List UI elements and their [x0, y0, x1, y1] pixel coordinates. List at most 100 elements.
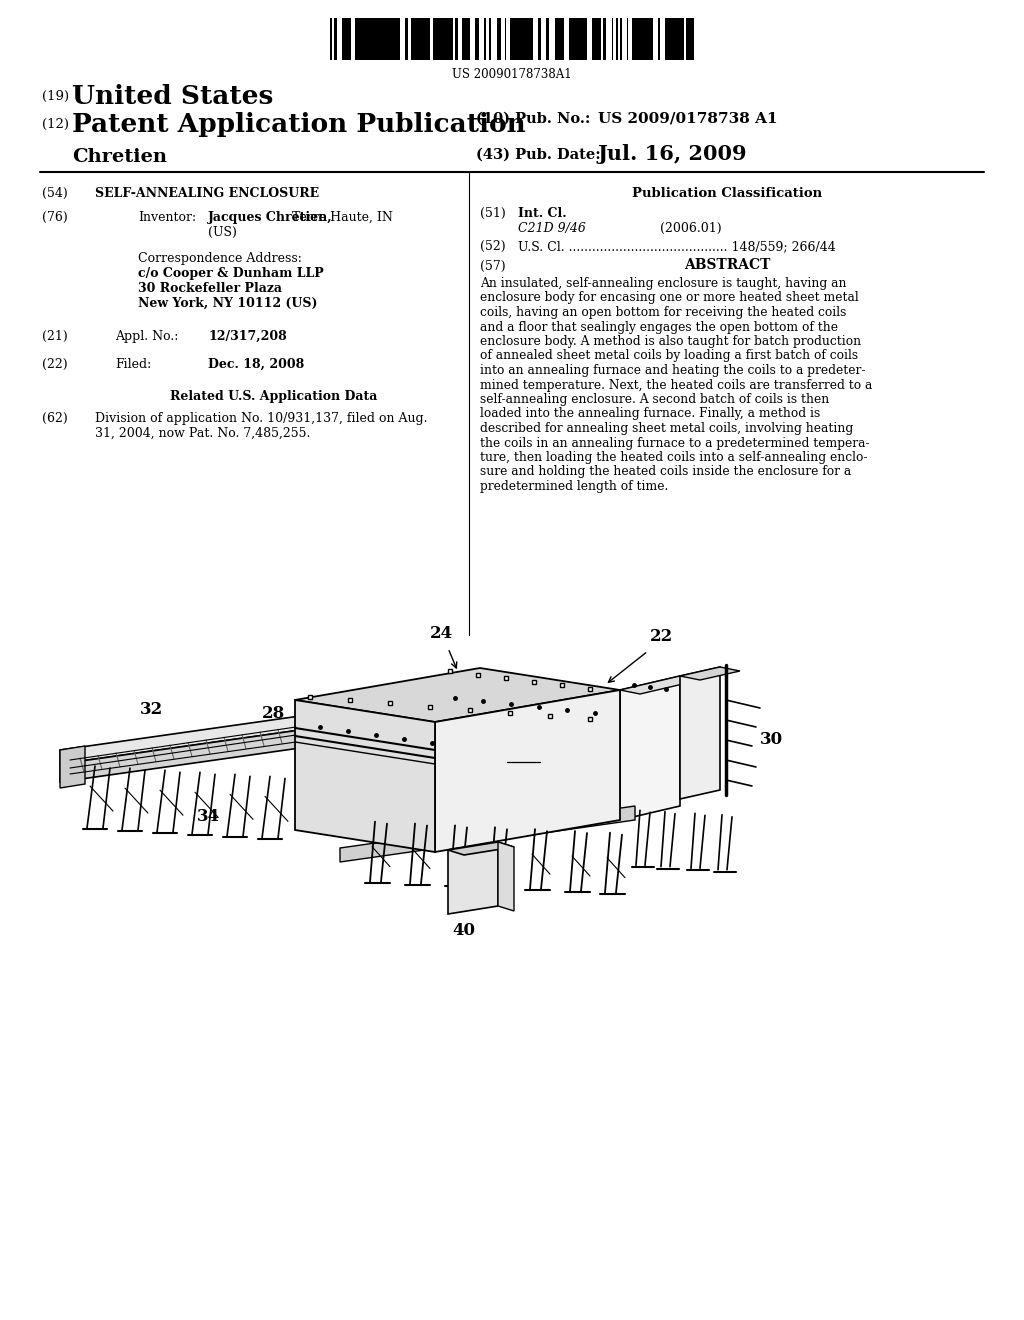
Text: 30 Rockefeller Plaza: 30 Rockefeller Plaza	[138, 282, 282, 294]
Text: coils, having an open bottom for receiving the heated coils: coils, having an open bottom for receivi…	[480, 306, 847, 319]
Text: Int. Cl.: Int. Cl.	[518, 207, 566, 220]
Bar	[601, 18, 603, 59]
Bar	[629, 18, 633, 59]
Text: (52): (52)	[480, 240, 506, 253]
Text: SELF-ANNEALING ENCLOSURE: SELF-ANNEALING ENCLOSURE	[95, 187, 319, 201]
Text: Correspondence Address:: Correspondence Address:	[138, 252, 302, 265]
Text: (62): (62)	[42, 412, 68, 425]
Text: Jacques Chretien,: Jacques Chretien,	[208, 211, 333, 224]
Bar	[478, 18, 484, 59]
Polygon shape	[680, 667, 720, 799]
Polygon shape	[60, 730, 300, 781]
Bar	[532, 18, 538, 59]
Bar	[501, 18, 505, 59]
Bar	[490, 18, 497, 59]
Text: c/o Cooper & Dunham LLP: c/o Cooper & Dunham LLP	[138, 267, 324, 280]
Polygon shape	[340, 807, 635, 862]
Text: Terre Haute, IN: Terre Haute, IN	[208, 211, 393, 224]
Text: into an annealing furnace and heating the coils to a predeter-: into an annealing furnace and heating th…	[480, 364, 865, 378]
Bar	[684, 18, 686, 59]
Text: Dec. 18, 2008: Dec. 18, 2008	[208, 358, 304, 371]
Bar	[351, 18, 355, 59]
Text: US 20090178738A1: US 20090178738A1	[453, 69, 571, 81]
Polygon shape	[498, 842, 514, 911]
Bar	[458, 18, 462, 59]
Text: described for annealing sheet metal coils, involving heating: described for annealing sheet metal coil…	[480, 422, 853, 436]
Text: 31, 2004, now Pat. No. 7,485,255.: 31, 2004, now Pat. No. 7,485,255.	[95, 426, 310, 440]
Bar	[623, 18, 628, 59]
Text: (57): (57)	[480, 260, 506, 273]
Bar	[606, 18, 611, 59]
Text: predetermined length of time.: predetermined length of time.	[480, 480, 669, 492]
Text: enclosure body. A method is also taught for batch production: enclosure body. A method is also taught …	[480, 335, 861, 348]
Text: An insulated, self-annealing enclosure is taught, having an: An insulated, self-annealing enclosure i…	[480, 277, 847, 290]
Text: loaded into the annealing furnace. Finally, a method is: loaded into the annealing furnace. Final…	[480, 408, 820, 421]
Text: 34: 34	[197, 808, 219, 825]
Text: C21D 9/46: C21D 9/46	[518, 222, 586, 235]
Bar	[400, 18, 406, 59]
Bar	[613, 18, 616, 59]
Bar	[659, 18, 665, 59]
Text: US 2009/0178738 A1: US 2009/0178738 A1	[598, 112, 777, 125]
Text: Inventor:: Inventor:	[138, 211, 197, 224]
Polygon shape	[620, 676, 680, 820]
Text: of annealed sheet metal coils by loading a first batch of coils: of annealed sheet metal coils by loading…	[480, 350, 858, 363]
Text: and a floor that sealingly engages the open bottom of the: and a floor that sealingly engages the o…	[480, 321, 838, 334]
Bar	[470, 18, 475, 59]
Text: the coils in an annealing furnace to a predetermined tempera-: the coils in an annealing furnace to a p…	[480, 437, 869, 450]
Polygon shape	[680, 667, 740, 680]
Text: Division of application No. 10/931,137, filed on Aug.: Division of application No. 10/931,137, …	[95, 412, 427, 425]
Text: mined temperature. Next, the heated coils are transferred to a: mined temperature. Next, the heated coil…	[480, 379, 872, 392]
Bar	[330, 18, 694, 59]
Polygon shape	[60, 746, 85, 788]
Polygon shape	[295, 700, 435, 851]
Text: (51): (51)	[480, 207, 506, 220]
Bar	[653, 18, 658, 59]
Text: Jul. 16, 2009: Jul. 16, 2009	[598, 144, 748, 164]
Bar	[332, 18, 334, 59]
Text: U.S. Cl. ......................................... 148/559; 266/44: U.S. Cl. ...............................…	[518, 240, 836, 253]
Text: 24: 24	[430, 624, 454, 642]
Text: Chretien: Chretien	[72, 148, 167, 166]
Polygon shape	[295, 668, 620, 722]
Text: 30: 30	[760, 731, 783, 748]
Text: Related U.S. Application Data: Related U.S. Application Data	[170, 389, 378, 403]
Text: 28: 28	[262, 705, 285, 722]
Bar	[337, 18, 342, 59]
Text: enclosure body for encasing one or more heated sheet metal: enclosure body for encasing one or more …	[480, 292, 859, 305]
Bar	[587, 18, 592, 59]
Text: 40: 40	[453, 921, 475, 939]
Text: (76): (76)	[42, 211, 68, 224]
Polygon shape	[60, 715, 300, 764]
Text: (10) Pub. No.:: (10) Pub. No.:	[476, 112, 591, 125]
Text: United States: United States	[72, 84, 273, 110]
Text: Publication Classification: Publication Classification	[632, 187, 822, 201]
Polygon shape	[435, 690, 620, 851]
Bar	[485, 18, 488, 59]
Text: (12): (12)	[42, 117, 69, 131]
Polygon shape	[449, 842, 514, 855]
Text: ture, then loading the heated coils into a self-annealing enclo-: ture, then loading the heated coils into…	[480, 451, 867, 465]
Bar	[507, 18, 510, 59]
Text: 42: 42	[365, 832, 388, 849]
Text: (2006.01): (2006.01)	[660, 222, 722, 235]
Text: (22): (22)	[42, 358, 68, 371]
Bar	[564, 18, 569, 59]
Text: (21): (21)	[42, 330, 68, 343]
Bar	[541, 18, 546, 59]
Bar	[550, 18, 555, 59]
Text: self-annealing enclosure. A second batch of coils is then: self-annealing enclosure. A second batch…	[480, 393, 829, 407]
Text: Patent Application Publication: Patent Application Publication	[72, 112, 525, 137]
Text: Filed:: Filed:	[115, 358, 152, 371]
Polygon shape	[449, 842, 498, 913]
Text: (19): (19)	[42, 90, 70, 103]
Text: Appl. No.:: Appl. No.:	[115, 330, 178, 343]
Text: (54): (54)	[42, 187, 68, 201]
Text: New York, NY 10112 (US): New York, NY 10112 (US)	[138, 297, 317, 310]
Bar	[430, 18, 433, 59]
Text: 12/317,208: 12/317,208	[208, 330, 287, 343]
Text: ABSTRACT: ABSTRACT	[684, 257, 770, 272]
Text: sure and holding the heated coils inside the enclosure for a: sure and holding the heated coils inside…	[480, 466, 851, 479]
Text: 26: 26	[510, 748, 535, 767]
Bar	[453, 18, 456, 59]
